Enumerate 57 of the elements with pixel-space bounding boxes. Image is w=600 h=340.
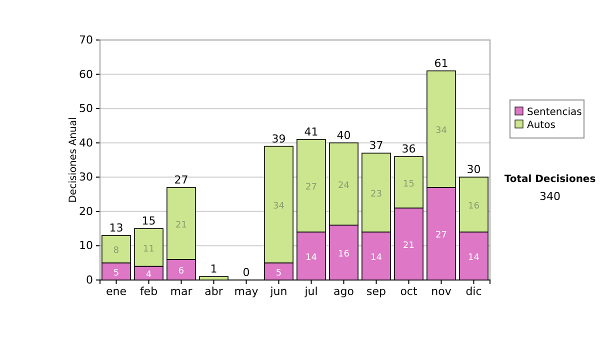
data-label: 16 bbox=[338, 250, 350, 260]
data-label: 24 bbox=[338, 181, 350, 191]
total-label: 1 bbox=[210, 262, 218, 276]
y-axis-title: Decisiones Anual bbox=[68, 117, 79, 203]
x-tick-label: nov bbox=[431, 284, 452, 298]
x-tick-label: oct bbox=[400, 284, 418, 298]
data-label: 27 bbox=[306, 182, 317, 193]
data-label: 14 bbox=[306, 253, 318, 263]
total-label: 0 bbox=[242, 266, 250, 279]
text: Total Decisiones bbox=[504, 174, 596, 185]
x-tick-label: ago bbox=[334, 284, 354, 298]
data-label: 16 bbox=[468, 202, 480, 212]
total-label: 36 bbox=[402, 142, 416, 156]
data-label: 15 bbox=[403, 179, 414, 190]
total-label: 41 bbox=[304, 125, 318, 138]
total-label: 15 bbox=[142, 214, 156, 228]
total-label: 39 bbox=[272, 132, 286, 146]
total-label: 27 bbox=[174, 173, 188, 186]
x-tick-label: ene bbox=[106, 284, 127, 298]
x-tick-label: dic bbox=[466, 284, 482, 298]
legend-label: Autos bbox=[527, 120, 556, 131]
text: 340 bbox=[540, 190, 560, 203]
data-label: 11 bbox=[143, 244, 154, 254]
y-tick-label: 10 bbox=[79, 239, 93, 252]
x-tick-label: abr bbox=[204, 284, 224, 298]
total-label: 37 bbox=[369, 139, 384, 152]
y-tick-label: 30 bbox=[79, 170, 93, 184]
data-label: 5 bbox=[276, 268, 282, 278]
data-label: 27 bbox=[436, 230, 447, 241]
data-label: 5 bbox=[113, 268, 120, 278]
data-label: 21 bbox=[176, 220, 187, 230]
y-tick-label: 60 bbox=[79, 68, 93, 81]
data-label: 23 bbox=[370, 190, 382, 200]
data-label: 21 bbox=[403, 241, 414, 251]
x-tick-label: sep bbox=[366, 284, 386, 298]
legend-label: Sentencias bbox=[527, 107, 582, 118]
data-label: 34 bbox=[273, 202, 285, 212]
data-label: 14 bbox=[468, 253, 480, 263]
y-tick-label: 70 bbox=[79, 34, 93, 47]
x-tick-label: may bbox=[234, 284, 259, 298]
data-label: 14 bbox=[370, 253, 382, 263]
x-tick-label: jun bbox=[269, 284, 288, 298]
x-tick-label: jul bbox=[304, 284, 318, 298]
data-label: 8 bbox=[113, 246, 120, 256]
total-label: 30 bbox=[466, 163, 481, 176]
y-tick-label: 40 bbox=[79, 136, 93, 150]
total-label: 13 bbox=[109, 221, 124, 234]
y-tick-label: 0 bbox=[86, 274, 93, 287]
data-label: 34 bbox=[436, 126, 448, 136]
x-tick-label: feb bbox=[140, 284, 158, 298]
data-label: 6 bbox=[178, 266, 184, 277]
total-label: 40 bbox=[336, 128, 351, 142]
y-tick-label: 20 bbox=[79, 204, 93, 218]
data-label: 4 bbox=[146, 270, 152, 280]
total-label: 61 bbox=[434, 56, 448, 70]
y-tick-label: 50 bbox=[79, 102, 93, 116]
x-tick-label: mar bbox=[170, 284, 193, 298]
